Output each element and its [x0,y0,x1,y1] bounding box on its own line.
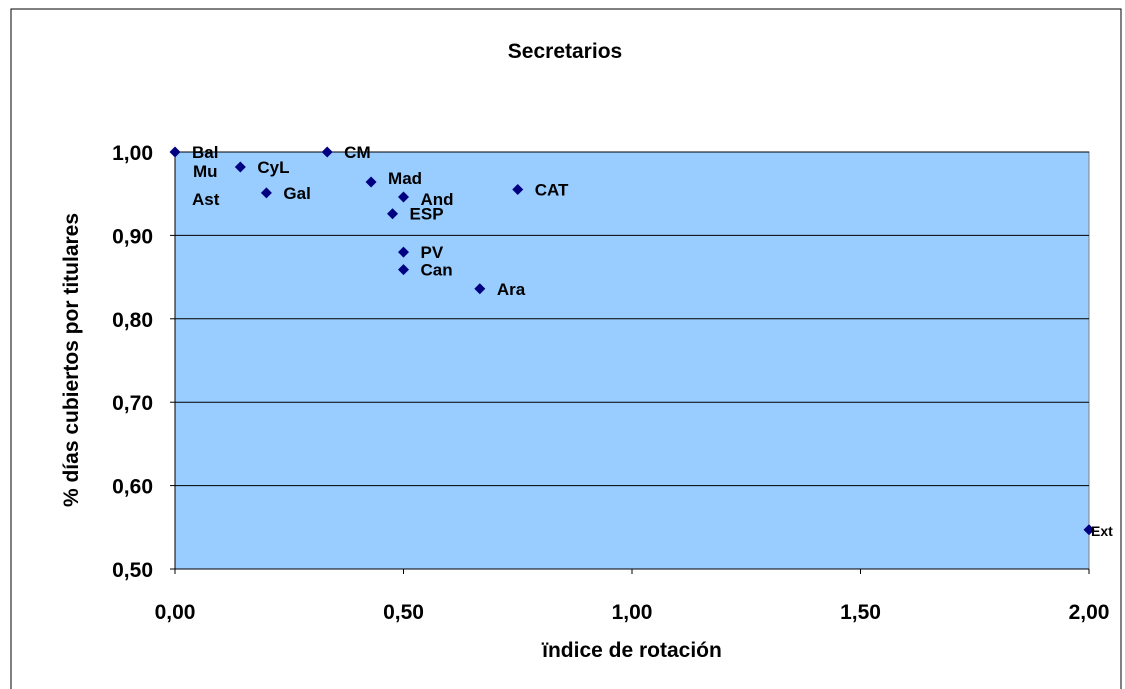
point-label-esp: ESP [410,205,444,224]
point-label-ast: Ast [192,190,220,209]
point-label-and: And [421,190,454,209]
data-point-can [398,264,409,276]
point-label-mu: Mu [193,162,218,181]
y-axis-label: % días cubiertos por titulares [60,213,83,507]
chart-title: Secretarios [508,40,622,63]
point-label-can: Can [421,261,453,280]
data-point-and [398,191,409,203]
data-point-cm [321,146,333,158]
data-point-ara [474,283,486,295]
point-label-cat: CAT [535,181,569,200]
x-tick-label: 1,50 [840,601,881,624]
gridlines [175,151,1089,487]
data-point-cat [512,184,524,196]
x-axis-ticks: 0,00 0,50 1,00 1,50 2,00 [155,569,1110,624]
x-tick-label: 0,00 [155,601,196,624]
data-point-bal [169,146,181,158]
point-label-mad: Mad [388,169,422,188]
y-tick-label: 0,70 [112,392,153,415]
data-point-pv [398,246,409,258]
y-tick-label: 0,50 [112,559,153,582]
y-tick-label: 0,60 [112,476,153,499]
point-label-pv: PV [421,243,444,262]
data-point-cyl [234,161,246,173]
y-tick-label: 1,00 [112,142,153,165]
point-label-cm: CM [344,143,370,162]
point-label-ext: Ext [1091,523,1113,539]
point-label-gal: Gal [283,184,310,203]
point-label-cyl: CyL [257,158,289,177]
y-tick-label: 0,80 [112,309,153,332]
data-point-esp [387,208,399,220]
data-point-mad [365,176,377,188]
data-point-gal [260,187,272,199]
x-axis-label: ïndice de rotación [541,639,722,662]
y-tick-label: 0,90 [112,225,153,248]
data-point-ext [1083,524,1095,536]
x-tick-label: 0,50 [383,601,424,624]
point-label-ara: Ara [497,280,526,299]
plot-area [174,151,1090,570]
x-tick-label: 2,00 [1069,601,1110,624]
unplotted-labels: Mu Ast [192,162,220,209]
y-axis-ticks: 0,50 0,60 0,70 0,80 0,90 1,00 [112,142,175,582]
x-tick-label: 1,00 [612,601,653,624]
point-label-bal: Bal [192,143,218,162]
